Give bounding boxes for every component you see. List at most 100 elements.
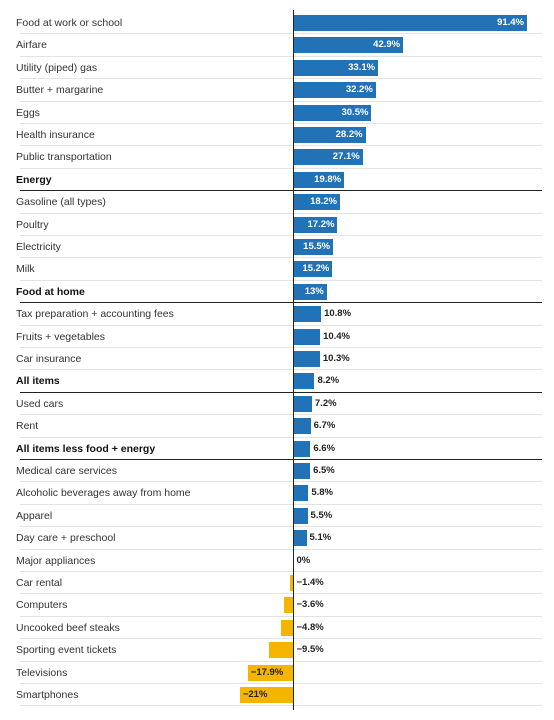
bar [293,306,322,323]
value-label: 8.2% [317,375,340,387]
row-divider [20,458,542,460]
chart-row: Food at work or school 91.4% [10,12,542,35]
value-label: 6.5% [313,465,335,476]
category-label: Rent [16,420,39,433]
category-label: Food at home [16,285,85,298]
value-label: 17.2% [307,218,335,230]
row-divider [20,212,542,214]
chart-row: Alcoholic beverages away from home 5.8% [10,482,542,505]
bar [293,171,345,188]
row-divider [20,548,542,550]
category-label: Day care + preschool [16,532,116,545]
category-label: Apparel [16,509,53,522]
value-label: 5.5% [310,509,333,521]
category-label: Car insurance [16,353,82,365]
row-divider [20,302,542,304]
row-divider [20,324,542,326]
row-divider [20,503,542,505]
row-divider [20,705,542,707]
category-label: Car rental [16,577,63,589]
chart-row: Food at home 13% [10,281,542,304]
chart-row: All items 8.2% [10,370,542,393]
category-label: Televisions [16,666,68,679]
row-divider [20,391,542,393]
category-label: Computers [16,599,68,612]
category-label: Food at work or school [16,17,123,29]
category-label: Utility (piped) gas [16,61,98,74]
category-label: Tax preparation + accounting fees [16,308,174,321]
bar [293,261,333,278]
row-divider [20,660,542,662]
chart-row: Apparel 5.5% [10,505,542,528]
chart-row: Eggs 30.5% [10,102,542,124]
chart-row: Tax preparation + accounting fees 10.8% [10,303,542,326]
bar [293,485,309,502]
value-label: 10.8% [324,308,352,320]
row-divider [20,279,542,281]
category-label: Public transportation [16,151,112,164]
chart-row: Butter + margarine 32.2% [10,79,542,102]
value-label: 6.6% [313,442,336,454]
value-label: 7.2% [314,397,337,409]
chart-row: Public transportation 27.1% [10,146,542,169]
chart-row: Health insurance 28.2% [10,124,542,147]
chart-row: Utility (piped) gas 33.1% [10,57,542,80]
chart-row: Smartphones −21% [10,684,542,707]
value-label: 10.4% [323,330,350,342]
chart-row: Major appliances 0% [10,550,542,572]
bar [293,15,527,31]
row-divider [20,33,542,35]
zero-axis-line [293,10,294,710]
category-label: Major appliances [16,554,96,567]
chart-row: Car insurance 10.3% [10,348,542,371]
chart-row: Energy 19.8% [10,169,542,192]
value-label: 0% [296,554,311,566]
category-label: Gasoline (all types) [16,196,106,209]
row-divider [20,346,542,348]
value-label: −4.8% [296,621,324,633]
value-label: 5.8% [311,487,333,499]
value-label: 18.2% [310,196,337,208]
value-label: 28.2% [335,129,363,140]
chart-row: Fruits + vegetables 10.4% [10,326,542,348]
bar [293,463,311,479]
bar [293,328,321,345]
row-divider [20,369,542,371]
value-label: 15.5% [303,241,331,252]
bar [281,619,294,636]
value-label: 30.5% [341,106,369,118]
category-label: Alcoholic beverages away from home [16,487,191,500]
row-divider [20,615,542,617]
value-label: −1.4% [296,577,324,588]
category-label: Smartphones [16,689,79,701]
chart-row: Milk 15.2% [10,258,542,281]
chart-row: Gasoline (all types) 18.2% [10,191,542,214]
bar [284,597,294,614]
value-label: 91.4% [497,17,524,28]
chart-row: Medical care services 6.5% [10,460,542,483]
chart-row: Televisions −17.9% [10,662,542,684]
bar [293,37,404,54]
category-label: Uncooked beef steaks [16,621,120,634]
category-label: Medical care services [16,465,117,477]
row-divider [20,414,542,416]
category-label: Energy [16,173,52,186]
bar [293,440,311,457]
row-divider [20,234,542,236]
category-label: Eggs [16,106,40,119]
chart-row: Rent 6.7% [10,415,542,438]
bar [293,395,312,412]
category-label: Electricity [16,241,61,253]
value-label: −3.6% [296,599,324,611]
row-divider [20,55,542,57]
bar [289,575,294,591]
value-label: −21% [242,689,268,700]
bar [293,194,340,211]
chart-row: Used cars 7.2% [10,393,542,416]
value-label: 27.1% [332,151,360,163]
value-label: 6.7% [313,420,336,432]
value-label: 5.1% [309,532,332,544]
category-label: All items [16,375,60,388]
row-divider [20,190,542,192]
chart-row: Sporting event tickets −9.5% [10,639,542,662]
